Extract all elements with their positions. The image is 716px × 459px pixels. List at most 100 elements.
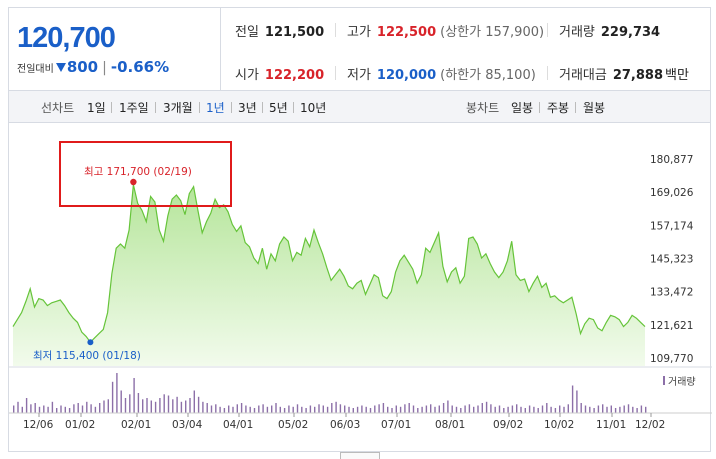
x-tick-label: 09/02 <box>493 419 523 431</box>
period-button-3y[interactable]: 3년 <box>238 101 257 115</box>
volume-bar <box>73 404 75 414</box>
volume-bar <box>90 404 92 414</box>
volume-bar <box>245 405 247 413</box>
x-tick-label: 05/02 <box>278 419 308 431</box>
volume-bar <box>571 385 574 413</box>
volume-bar <box>180 401 183 414</box>
volume-bar <box>473 406 475 414</box>
stat-divider <box>547 23 548 37</box>
stat-lower-limit: (하한가 85,100) <box>440 68 536 83</box>
volume-bar <box>559 405 561 413</box>
volume-bar <box>481 403 483 413</box>
current-price: 120,700 <box>17 22 116 54</box>
period-divider <box>111 102 112 113</box>
volume-bar <box>60 405 62 413</box>
period-divider <box>231 102 232 113</box>
stat-volume-label: 거래량 <box>559 25 595 40</box>
volume-bar <box>567 404 569 414</box>
volume-bar <box>597 405 600 413</box>
volume-bar <box>314 406 316 414</box>
stat-open-value: 122,200 <box>264 68 325 83</box>
candle-button-weekly[interactable]: 주봉 <box>547 101 570 115</box>
volume-bar <box>219 406 221 414</box>
candle-button-monthly[interactable]: 월봉 <box>583 101 606 115</box>
period-divider <box>155 102 156 113</box>
volume-bar <box>374 405 376 413</box>
period-button-5y[interactable]: 5년 <box>269 101 288 115</box>
stat-open: 시가 122,200 <box>235 64 324 83</box>
volume-bar <box>602 404 604 414</box>
volume-bar <box>537 408 539 413</box>
stat-high: 고가 122,500 (상한가 157,900) <box>347 21 544 40</box>
chart-resize-handle[interactable] <box>340 452 380 459</box>
period-divider <box>575 102 576 113</box>
stat-trade-value-value: 27,888 <box>612 68 664 83</box>
volume-bar <box>47 406 49 414</box>
x-tick-label: 12/02 <box>635 419 665 431</box>
volume-bar <box>546 403 548 413</box>
stat-divider <box>547 66 548 80</box>
stat-low: 저가 120,000 (하한가 85,100) <box>347 64 536 83</box>
y-tick-label: 133,472 <box>650 287 693 299</box>
period-button-3m[interactable]: 3개월 <box>163 101 193 115</box>
stat-high-label: 고가 <box>347 25 371 40</box>
volume-bar <box>554 408 557 413</box>
volume-bar <box>425 405 428 413</box>
volume-bar <box>210 405 213 413</box>
volume-bar <box>163 394 165 414</box>
volume-bar <box>442 403 445 413</box>
volume-bar <box>627 404 630 414</box>
volume-bar <box>593 408 595 413</box>
period-button-1d[interactable]: 1일 <box>87 101 106 115</box>
volume-bar <box>301 406 303 414</box>
volume-bar <box>30 404 32 414</box>
volume-bar <box>606 406 608 414</box>
volume-bar <box>240 403 243 413</box>
volume-bar <box>589 406 591 414</box>
volume-bar <box>51 401 54 414</box>
volume-bar <box>56 408 58 413</box>
change-row: 전일대비 800 | -0.66% <box>17 58 169 76</box>
period-button-1y[interactable]: 1년 <box>206 101 225 115</box>
volume-bar <box>550 406 552 414</box>
volume-bar <box>516 404 518 414</box>
stat-low-value: 120,000 <box>376 68 437 83</box>
stat-upper-limit: (상한가 157,900) <box>440 25 545 40</box>
volume-bar <box>189 398 191 413</box>
volume-bar <box>228 405 230 413</box>
volume-bar <box>159 398 161 413</box>
volume-bar <box>464 405 466 413</box>
volume-bar <box>395 405 397 413</box>
period-button-10y[interactable]: 10년 <box>300 101 327 115</box>
stat-trade-value: 거래대금 27,888 백만 <box>559 64 689 83</box>
volume-bar <box>614 408 617 413</box>
volume-bar <box>266 406 269 414</box>
volume-bar <box>111 381 114 414</box>
volume-bar <box>185 400 187 413</box>
volume-bar <box>344 405 346 413</box>
line-chart-label: 선차트 <box>41 101 75 115</box>
period-divider <box>199 102 200 113</box>
volume-bar <box>271 405 273 413</box>
volume-bar <box>258 405 260 413</box>
volume-bar <box>477 405 479 413</box>
volume-bar <box>408 403 410 413</box>
volume-bar <box>645 406 647 414</box>
y-tick-label: 157,174 <box>650 220 694 232</box>
volume-bar <box>38 406 41 414</box>
quote-summary: 120,700 전일대비 800 | -0.66% 전일 121,500 고가 122,5… <box>8 7 711 91</box>
volume-bar <box>356 406 359 414</box>
x-tick-label: 08/01 <box>435 419 465 431</box>
volume-bar <box>331 403 333 413</box>
high-annotation: 최고 171,700 (02/19) <box>84 166 192 178</box>
price-chart[interactable]: 180,877 169,026 157,174 145,323 133,472 121,6… <box>8 123 712 452</box>
volume-bar <box>322 405 324 413</box>
volume-bar <box>318 404 320 414</box>
volume-bar <box>288 405 290 413</box>
candle-button-daily[interactable]: 일봉 <box>511 101 534 115</box>
period-divider <box>539 102 540 113</box>
high-point-marker <box>130 178 137 186</box>
volume-bar <box>43 405 45 413</box>
volume-bar <box>197 396 200 414</box>
period-button-1w[interactable]: 1주일 <box>119 101 149 115</box>
